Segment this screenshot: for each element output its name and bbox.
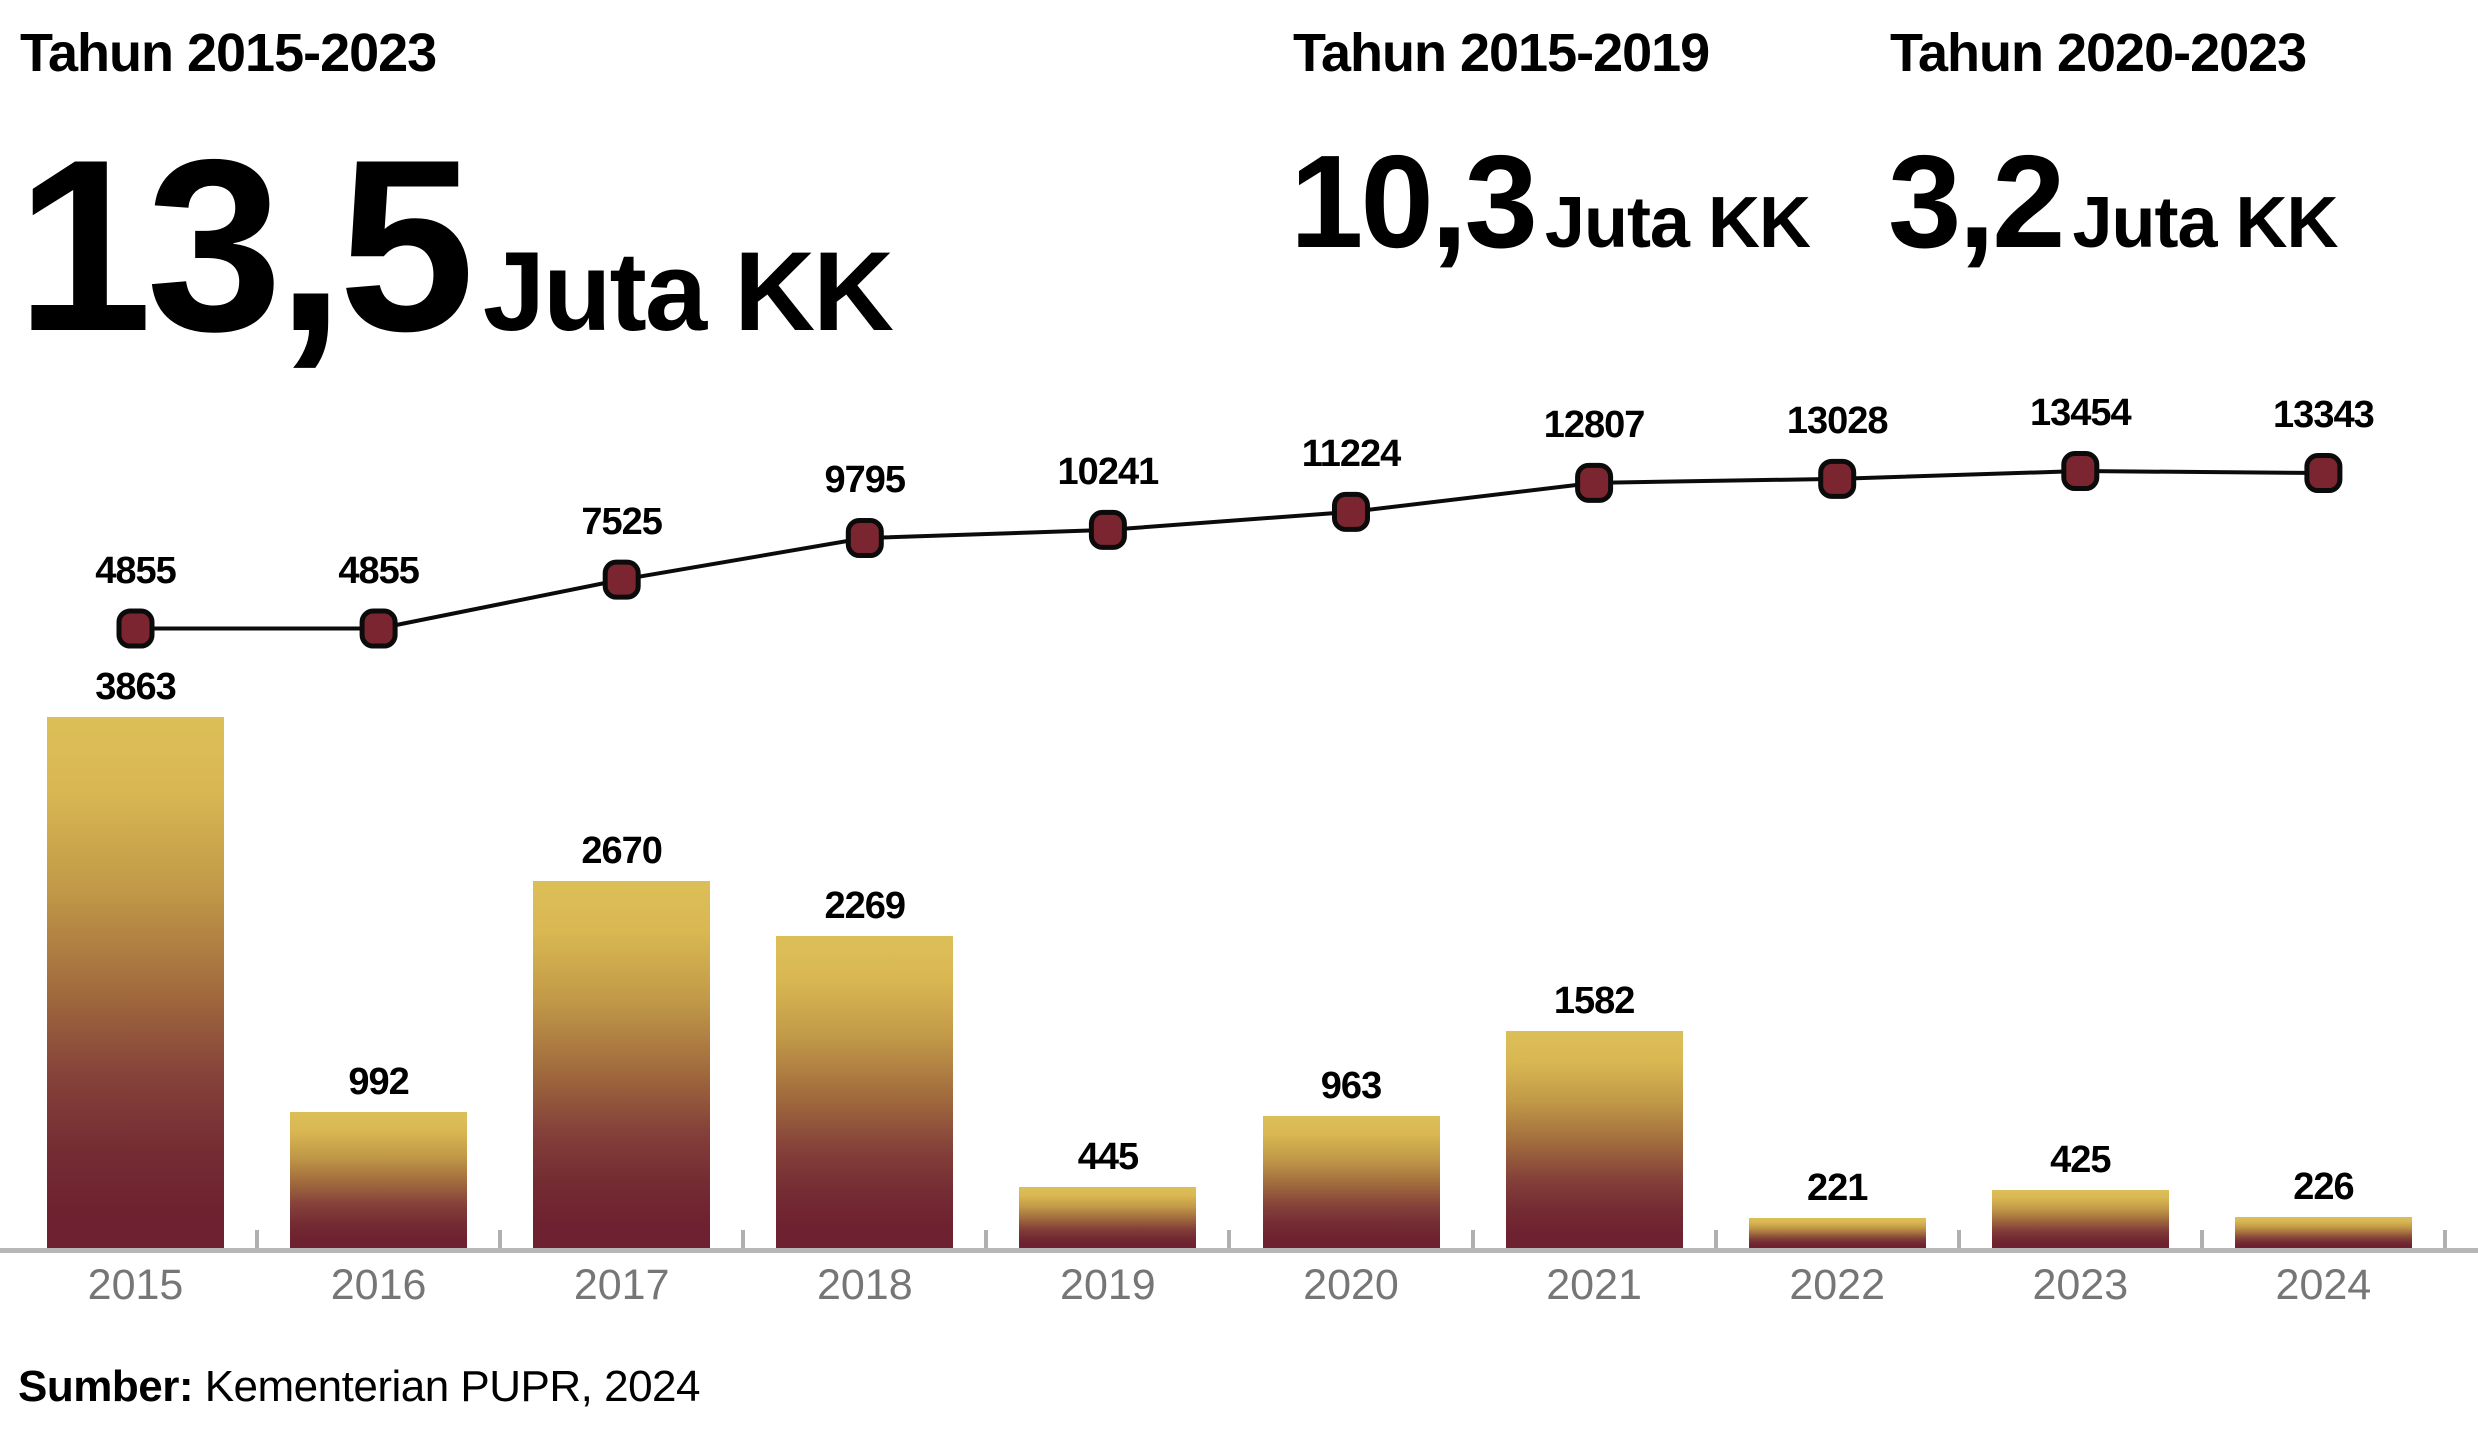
- stat-2015-2019-period: Tahun 2015-2019: [1293, 23, 1710, 83]
- bar-value-label-2024: 226: [2293, 1165, 2354, 1208]
- bar-value-label-2023: 425: [2050, 1138, 2111, 1181]
- stat-total-period: Tahun 2015-2023: [20, 23, 437, 83]
- bar-2021: [1505, 1030, 1683, 1248]
- bar-2019: [1019, 1186, 1197, 1248]
- x-axis-label-2021: 2021: [1546, 1261, 1642, 1309]
- bar-2015: [47, 717, 224, 1248]
- source-text: Kementerian PUPR, 2024: [192, 1362, 701, 1411]
- line-value-label-2019: 10241: [1057, 450, 1160, 493]
- line-value-label-2022: 13028: [1786, 399, 1889, 442]
- line-marker-2024: [2304, 453, 2343, 494]
- bar-value-label-2022: 221: [1806, 1166, 1868, 1209]
- bar-2024: [2234, 1216, 2412, 1248]
- bar-value-label-2017: 2670: [581, 830, 663, 873]
- source-label: Sumber:: [18, 1362, 193, 1411]
- stat-2015-2019-unit: Juta KK: [1544, 183, 1811, 263]
- line-value-label-2021: 12807: [1543, 403, 1646, 446]
- line-marker-2023: [2061, 451, 2100, 492]
- stat-2020-2023-number: 3,2: [1888, 128, 2065, 275]
- line-value-label-2016: 4855: [338, 549, 420, 592]
- stat-total-unit: Juta KK: [482, 229, 894, 354]
- source-note: Sumber: Kementerian PUPR, 2024: [18, 1362, 701, 1412]
- bar-value-label-2019: 445: [1077, 1135, 1139, 1178]
- stat-total-number: 13,5: [16, 108, 475, 382]
- line-marker-2022: [1818, 458, 1857, 499]
- x-axis-tick: [1227, 1230, 1232, 1248]
- stat-2020-2023-period: Tahun 2020-2023: [1890, 23, 2307, 83]
- line-value-label-2017: 7525: [581, 500, 663, 543]
- x-axis-tick: [255, 1230, 260, 1248]
- bar-2018: [776, 936, 954, 1248]
- x-axis-tick: [498, 1230, 503, 1248]
- line-marker-2021: [1575, 462, 1614, 503]
- x-axis-label-2015: 2015: [87, 1261, 184, 1309]
- x-axis-label-2017: 2017: [573, 1261, 670, 1309]
- stat-total-value: 13,5 Juta KK: [16, 108, 894, 382]
- bar-2017: [533, 881, 711, 1248]
- x-axis-tick: [984, 1230, 989, 1248]
- line-marker-2015: [116, 608, 155, 649]
- line-value-label-2018: 9795: [824, 459, 907, 502]
- bar-2020: [1262, 1115, 1440, 1248]
- x-axis-label-2023: 2023: [2032, 1261, 2129, 1309]
- stat-2015-2019-number: 10,3: [1290, 128, 1538, 275]
- line-value-label-2024: 13343: [2273, 394, 2375, 437]
- stat-2015-2019-value: 10,3 Juta KK: [1290, 128, 1811, 275]
- x-axis-label-2020: 2020: [1303, 1261, 1399, 1309]
- line-marker-2020: [1332, 491, 1370, 532]
- x-axis-line: [0, 1248, 2478, 1253]
- x-axis-tick: [2199, 1230, 2204, 1248]
- line-value-label-2015: 4855: [95, 549, 177, 592]
- bar-value-label-2021: 1582: [1553, 979, 1636, 1022]
- line-value-label-2023: 13454: [2029, 392, 2132, 435]
- line-marker-2018: [845, 518, 884, 559]
- x-axis-tick: [1956, 1230, 1961, 1248]
- x-axis-tick: [741, 1230, 746, 1248]
- stat-2020-2023-value: 3,2 Juta KK: [1888, 128, 2339, 275]
- line-marker-2016: [359, 608, 398, 649]
- bar-2016: [290, 1111, 468, 1248]
- line-marker-2017: [602, 559, 641, 600]
- x-axis-label-2019: 2019: [1060, 1261, 1156, 1309]
- bar-value-label-2016: 992: [348, 1060, 409, 1103]
- x-axis-label-2018: 2018: [816, 1261, 913, 1309]
- x-axis-label-2016: 2016: [330, 1261, 427, 1309]
- x-axis-label-2022: 2022: [1789, 1261, 1886, 1309]
- x-axis-tick: [1470, 1230, 1475, 1248]
- bar-value-label-2015: 3863: [95, 666, 177, 709]
- bar-value-label-2020: 963: [1320, 1064, 1382, 1107]
- line-value-label-2020: 11224: [1301, 432, 1402, 475]
- line-marker-2019: [1088, 509, 1127, 550]
- bar-2022: [1748, 1217, 1926, 1248]
- x-axis-label-2024: 2024: [2275, 1261, 2372, 1309]
- x-axis-tick: [1713, 1230, 1718, 1248]
- stat-2020-2023-unit: Juta KK: [2072, 183, 2339, 263]
- bar-value-label-2018: 2269: [824, 885, 907, 928]
- bar-2023: [1991, 1189, 2169, 1248]
- x-axis-tick: [2442, 1230, 2447, 1248]
